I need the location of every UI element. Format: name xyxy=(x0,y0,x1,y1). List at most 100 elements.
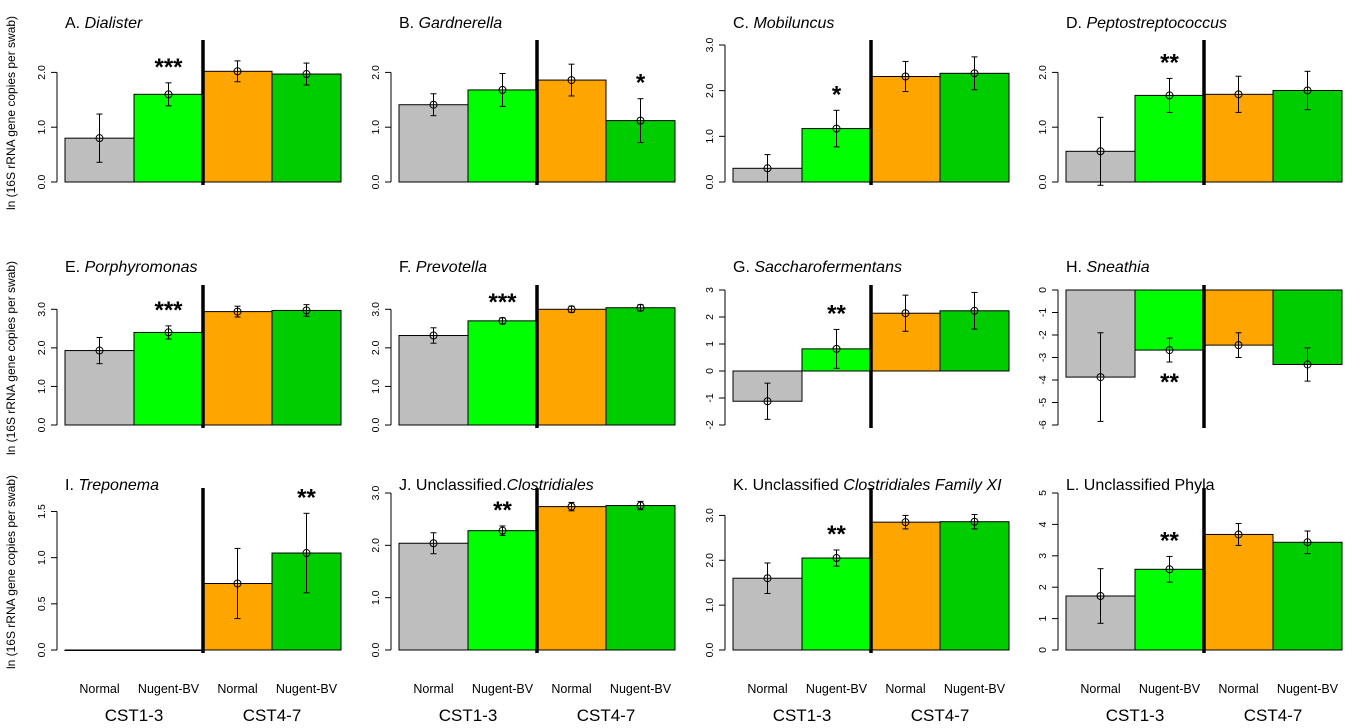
mean-point xyxy=(763,397,772,406)
y-tick-label: 1.0 xyxy=(370,590,382,605)
panel-title: H. Sneathia xyxy=(1066,259,1150,276)
x-category-label: Nugent-BV xyxy=(806,682,868,696)
y-tick-label: 0.0 xyxy=(370,643,382,658)
y-tick-label: 0.0 xyxy=(36,175,48,190)
x-category-label: Normal xyxy=(1080,682,1120,696)
mean-point xyxy=(970,517,979,526)
panel-name: Dialister xyxy=(85,15,143,32)
panel-name: Saccharofermentans xyxy=(754,259,902,276)
y-tick-label: 1.0 xyxy=(36,379,48,394)
mean-point xyxy=(233,67,242,76)
bar xyxy=(605,505,676,651)
x-group-label: CST1-3 xyxy=(773,706,832,725)
significance-stars: ** xyxy=(827,521,846,548)
x-category-label: Nugent-BV xyxy=(610,682,672,696)
panel-name: Unclassified Phyla xyxy=(1084,477,1215,494)
y-tick-label: 3 xyxy=(1037,553,1049,559)
panel-i: I. Treponema 0.0 0.5 1.0 1.5 ** Normal Nugent-B… xyxy=(36,477,342,725)
panel-title: E. Porphyromonas xyxy=(65,259,198,276)
bar xyxy=(801,557,872,651)
significance-stars: *** xyxy=(154,297,183,324)
panel-letter: K. xyxy=(733,477,753,494)
bar xyxy=(939,72,1010,183)
y-tick-label: 2 xyxy=(704,314,716,320)
mean-point xyxy=(1096,591,1105,600)
mean-point xyxy=(498,316,507,325)
y-tick-label: 2.0 xyxy=(1037,65,1049,80)
significance-stars: *** xyxy=(154,54,183,81)
y-tick-label: 5 xyxy=(1037,490,1049,496)
mean-point xyxy=(901,72,910,81)
mean-point xyxy=(763,574,772,583)
y-tick-label: 0.0 xyxy=(36,418,48,433)
mean-point xyxy=(901,309,910,318)
y-tick-label: 0 xyxy=(1037,287,1049,293)
panel-l: L. Unclassified Phyla 0 1 2 3 4 5 ** Normal Nugen… xyxy=(1037,477,1343,725)
panel-a: A. Dialister 0.0 1.0 2.0 *** xyxy=(36,15,342,190)
significance-stars: * xyxy=(832,81,842,108)
y-tick-label: 1.0 xyxy=(370,120,382,135)
bar xyxy=(605,307,676,426)
mean-point xyxy=(832,344,841,353)
mean-point xyxy=(1096,147,1105,156)
panel-title: F. Prevotella xyxy=(399,259,487,276)
y-tick-label: 1 xyxy=(704,341,716,347)
mean-point xyxy=(233,579,242,588)
panel-name: Clostridiales xyxy=(507,477,594,494)
panel-title: J. Unclassified.Clostridiales xyxy=(399,477,594,494)
panel-letter: G. xyxy=(733,259,754,276)
bar xyxy=(271,309,342,426)
x-group-label: CST1-3 xyxy=(439,706,498,725)
panel-title: C. Mobiluncus xyxy=(733,15,834,32)
y-tick-label: -6 xyxy=(1037,420,1049,429)
panel-letter: H. xyxy=(1066,259,1086,276)
x-category-label: Nugent-BV xyxy=(276,682,338,696)
mean-point xyxy=(429,331,438,340)
panel-g: G. Saccharofermentans -2 -1 0 1 2 3 ** xyxy=(704,259,1010,430)
bar xyxy=(467,320,538,426)
y-tick-label: 3 xyxy=(704,287,716,293)
x-group-label: CST4-7 xyxy=(243,706,302,725)
mean-point xyxy=(1303,538,1312,547)
mean-point xyxy=(636,303,645,312)
panel-letter: C. xyxy=(733,15,753,32)
y-tick-label: 3.0 xyxy=(704,38,716,53)
bar xyxy=(133,93,204,183)
y-tick-label: 0.0 xyxy=(36,643,48,658)
x-category-label: Nugent-BV xyxy=(1139,682,1201,696)
significance-stars: ** xyxy=(1160,49,1179,76)
mean-point xyxy=(832,124,841,133)
x-category-label: Normal xyxy=(79,682,119,696)
mean-point xyxy=(567,305,576,314)
panel-b: B. Gardnerella 0.0 1.0 2.0 * xyxy=(370,15,676,189)
panel-letter: I. xyxy=(65,477,78,494)
x-category-label: Nugent-BV xyxy=(1277,682,1339,696)
mean-point xyxy=(1303,360,1312,369)
significance-stars: ** xyxy=(1160,527,1179,554)
x-category-label: Normal xyxy=(413,682,453,696)
bar xyxy=(202,70,273,183)
bar xyxy=(467,530,538,651)
y-tick-label: 0.0 xyxy=(370,418,382,433)
mean-point xyxy=(164,90,173,99)
x-group-label: CST4-7 xyxy=(577,706,636,725)
bar xyxy=(1203,533,1274,651)
mean-point xyxy=(302,549,311,558)
y-tick-label: 0.5 xyxy=(36,596,48,611)
bar xyxy=(398,542,469,651)
panel-letter: F. xyxy=(399,259,416,276)
bar xyxy=(870,521,941,651)
panel-title: A. Dialister xyxy=(65,15,143,32)
mean-point xyxy=(429,539,438,548)
y-tick-label: -5 xyxy=(1037,398,1049,407)
panel-name: Prevotella xyxy=(416,259,487,276)
y-tick-label: 1.0 xyxy=(1037,120,1049,135)
mean-point xyxy=(567,76,576,85)
bar xyxy=(536,308,607,426)
bar xyxy=(870,76,941,183)
panel-name: Porphyromonas xyxy=(85,259,198,276)
bar xyxy=(64,350,135,426)
bar xyxy=(1134,568,1205,651)
x-category-label: Nugent-BV xyxy=(138,682,200,696)
